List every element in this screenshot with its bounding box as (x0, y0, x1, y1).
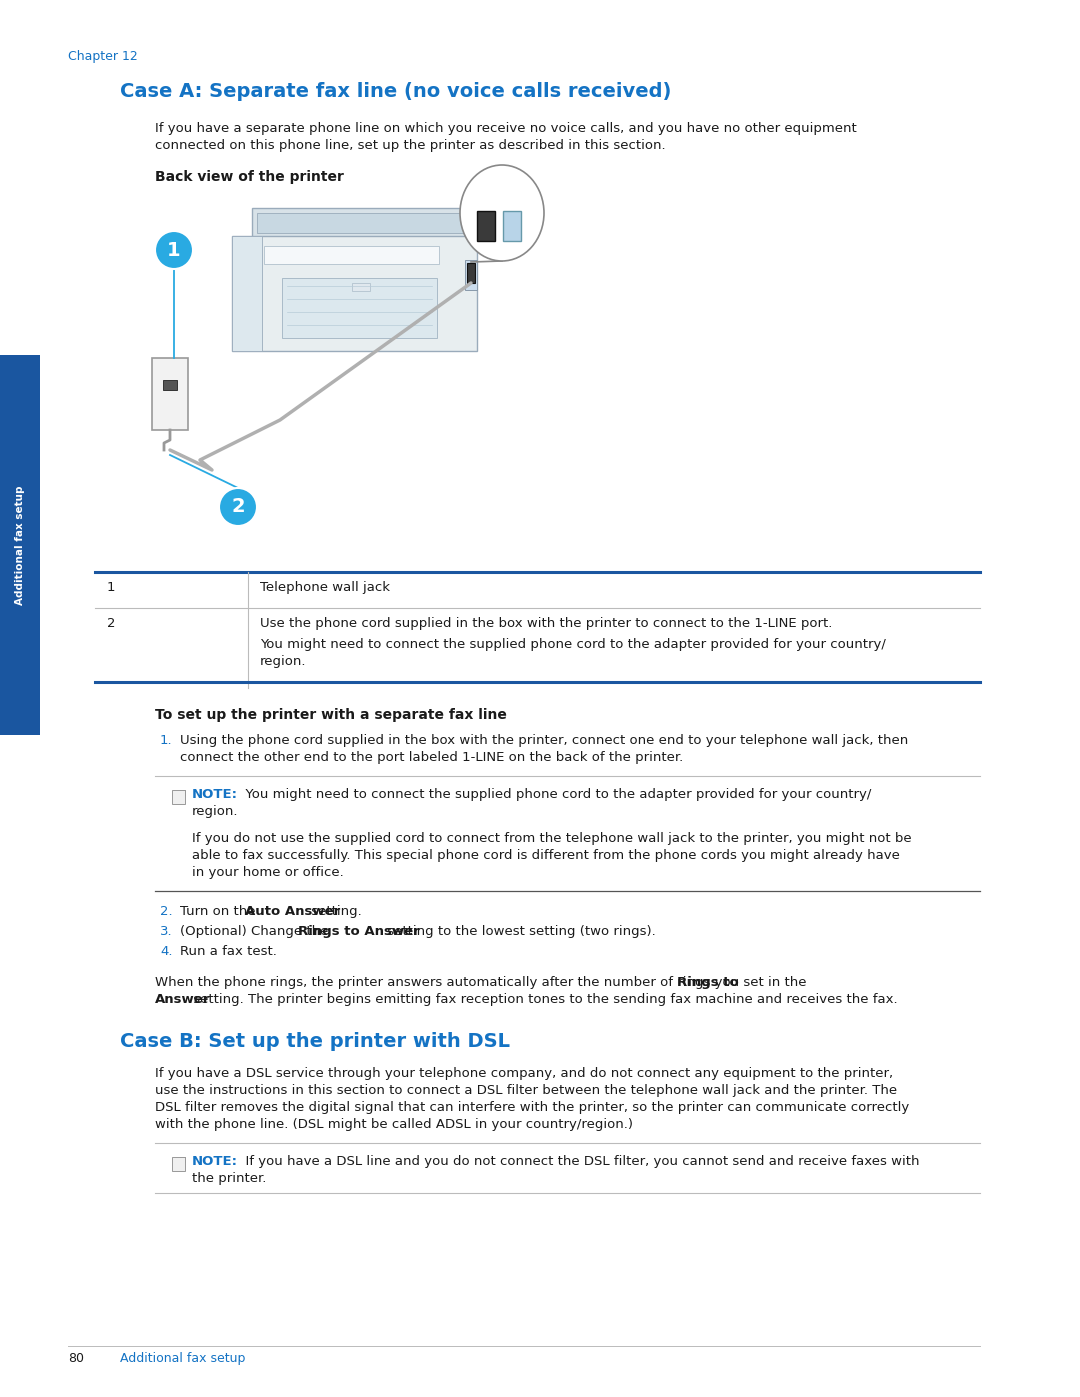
Text: 4.: 4. (160, 944, 173, 958)
Text: the printer.: the printer. (192, 1172, 267, 1185)
Text: region.: region. (192, 805, 239, 819)
Text: use the instructions in this section to connect a DSL filter between the telepho: use the instructions in this section to … (156, 1084, 897, 1097)
Text: 1: 1 (167, 240, 180, 260)
Text: Using the phone cord supplied in the box with the printer, connect one end to yo: Using the phone cord supplied in the box… (180, 733, 908, 747)
Text: Additional fax setup: Additional fax setup (15, 485, 25, 605)
Text: Run a fax test.: Run a fax test. (180, 944, 276, 958)
Text: Additional fax setup: Additional fax setup (120, 1352, 245, 1365)
FancyBboxPatch shape (465, 260, 477, 291)
Text: region.: region. (260, 655, 307, 668)
Ellipse shape (460, 165, 544, 261)
Text: Rings to Answer: Rings to Answer (298, 925, 420, 937)
FancyBboxPatch shape (163, 380, 177, 390)
Text: Telephone wall jack: Telephone wall jack (260, 581, 390, 594)
Text: To set up the printer with a separate fax line: To set up the printer with a separate fa… (156, 708, 507, 722)
Text: Chapter 12: Chapter 12 (68, 50, 138, 63)
FancyBboxPatch shape (232, 236, 262, 351)
FancyBboxPatch shape (257, 212, 467, 233)
Text: in your home or office.: in your home or office. (192, 866, 343, 879)
Circle shape (219, 488, 257, 527)
FancyBboxPatch shape (467, 263, 475, 284)
Text: If you have a separate phone line on which you receive no voice calls, and you h: If you have a separate phone line on whi… (156, 122, 856, 136)
FancyBboxPatch shape (252, 208, 472, 237)
Text: When the phone rings, the printer answers automatically after the number of ring: When the phone rings, the printer answer… (156, 977, 811, 989)
Text: Use the phone cord supplied in the box with the printer to connect to the 1-LINE: Use the phone cord supplied in the box w… (260, 617, 833, 630)
Text: 1.: 1. (160, 733, 173, 747)
Text: 2.: 2. (160, 905, 173, 918)
Text: NOTE:: NOTE: (192, 1155, 238, 1168)
Text: Answer: Answer (156, 993, 211, 1006)
Text: 1: 1 (107, 581, 116, 594)
Text: able to fax successfully. This special phone cord is different from the phone co: able to fax successfully. This special p… (192, 849, 900, 862)
FancyBboxPatch shape (352, 284, 370, 291)
Text: If you have a DSL service through your telephone company, and do not connect any: If you have a DSL service through your t… (156, 1067, 893, 1080)
FancyBboxPatch shape (172, 789, 185, 805)
FancyBboxPatch shape (172, 1157, 185, 1171)
Text: (Optional) Change the: (Optional) Change the (180, 925, 333, 937)
Text: connected on this phone line, set up the printer as described in this section.: connected on this phone line, set up the… (156, 138, 665, 152)
FancyBboxPatch shape (477, 211, 495, 242)
Text: 1-LINE  2-EXT: 1-LINE 2-EXT (474, 201, 535, 210)
Bar (0, 355, 40, 735)
Text: You might need to connect the supplied phone cord to the adapter provided for yo: You might need to connect the supplied p… (260, 638, 886, 651)
Text: setting to the lowest setting (two rings).: setting to the lowest setting (two rings… (383, 925, 656, 937)
Text: Case B: Set up the printer with DSL: Case B: Set up the printer with DSL (120, 1032, 510, 1051)
Text: 80: 80 (68, 1352, 84, 1365)
Text: 3.: 3. (160, 925, 173, 937)
Text: DSL filter removes the digital signal that can interfere with the printer, so th: DSL filter removes the digital signal th… (156, 1101, 909, 1113)
Text: Turn on the: Turn on the (180, 905, 260, 918)
Text: 2: 2 (231, 497, 245, 517)
Text: with the phone line. (DSL might be called ADSL in your country/region.): with the phone line. (DSL might be calle… (156, 1118, 633, 1132)
Text: If you have a DSL line and you do not connect the DSL filter, you cannot send an: If you have a DSL line and you do not co… (237, 1155, 919, 1168)
FancyBboxPatch shape (152, 358, 188, 430)
Text: setting.: setting. (307, 905, 362, 918)
Text: setting. The printer begins emitting fax reception tones to the sending fax mach: setting. The printer begins emitting fax… (189, 993, 897, 1006)
Text: Back view of the printer: Back view of the printer (156, 170, 343, 184)
Text: connect the other end to the port labeled 1-LINE on the back of the printer.: connect the other end to the port labele… (180, 752, 684, 764)
Text: You might need to connect the supplied phone cord to the adapter provided for yo: You might need to connect the supplied p… (237, 788, 872, 800)
Text: Rings to: Rings to (677, 977, 739, 989)
FancyBboxPatch shape (503, 211, 521, 242)
FancyBboxPatch shape (264, 246, 438, 264)
Text: 2: 2 (107, 617, 116, 630)
Text: NOTE:: NOTE: (192, 788, 238, 800)
Text: Case A: Separate fax line (no voice calls received): Case A: Separate fax line (no voice call… (120, 82, 672, 101)
Text: Auto Answer: Auto Answer (244, 905, 340, 918)
Text: If you do not use the supplied cord to connect from the telephone wall jack to t: If you do not use the supplied cord to c… (192, 833, 912, 845)
Circle shape (156, 231, 193, 270)
FancyBboxPatch shape (282, 278, 437, 338)
FancyBboxPatch shape (232, 236, 477, 351)
